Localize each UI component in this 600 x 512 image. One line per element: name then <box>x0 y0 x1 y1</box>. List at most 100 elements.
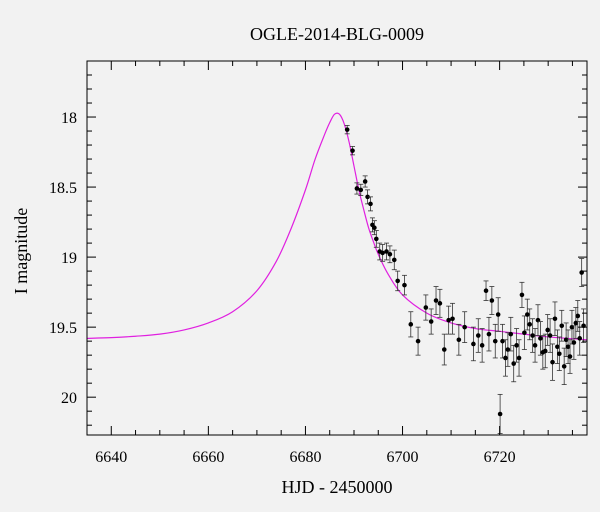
data-point <box>384 242 390 261</box>
data-point <box>344 125 350 135</box>
data-point <box>559 309 565 342</box>
data-point-marker <box>503 355 508 361</box>
plot-frame <box>86 60 588 436</box>
data-point <box>527 308 533 341</box>
data-point-marker <box>538 336 543 341</box>
data-point <box>561 347 567 385</box>
y-tick-label: 18 <box>61 110 77 127</box>
data-point-marker <box>555 344 560 350</box>
data-point <box>542 333 548 369</box>
data-point-marker <box>441 347 447 352</box>
data-point-marker <box>456 337 462 343</box>
data-point <box>486 316 492 352</box>
data-point <box>483 280 489 301</box>
data-point-marker <box>384 249 389 254</box>
data-point-marker <box>508 331 514 337</box>
data-point-marker <box>415 338 421 344</box>
data-point <box>505 332 511 367</box>
data-point-marker <box>489 298 495 303</box>
data-point <box>401 274 407 296</box>
x-tick-label: 6680 <box>289 449 321 466</box>
data-point-marker <box>495 312 501 317</box>
data-point <box>530 318 536 353</box>
x-tick-label: 6700 <box>387 449 419 466</box>
data-point-marker <box>344 127 350 132</box>
data-point-marker <box>575 313 581 319</box>
data-point-marker <box>362 179 368 184</box>
y-tick-label: 20 <box>61 390 77 407</box>
data-point-marker <box>550 359 555 365</box>
data-point-marker <box>571 340 577 345</box>
data-point <box>516 339 522 377</box>
data-point <box>519 281 525 308</box>
data-point <box>373 230 379 248</box>
chart-title: OGLE-2014-BLG-0009 <box>250 24 424 44</box>
data-point <box>470 326 476 362</box>
data-point <box>563 322 569 357</box>
data-point-marker <box>567 354 573 359</box>
data-point <box>408 311 414 338</box>
data-point-marker <box>565 344 571 350</box>
data-point <box>423 294 429 321</box>
data-point <box>554 329 560 364</box>
data-point-marker <box>519 292 525 298</box>
y-tick-label: 19.5 <box>49 320 77 337</box>
data-point <box>446 305 452 335</box>
data-point <box>545 314 551 346</box>
data-point <box>391 249 397 271</box>
x-tick-label: 6640 <box>95 449 127 466</box>
data-point-marker <box>358 187 364 193</box>
data-point-marker <box>368 201 373 207</box>
data-point-marker <box>446 317 451 323</box>
data-point-marker <box>547 333 553 338</box>
data-point-marker <box>437 301 443 306</box>
data-point-marker <box>522 330 527 336</box>
data-point <box>358 183 364 196</box>
data-point <box>524 298 530 331</box>
data-point <box>489 286 495 315</box>
data-point-marker <box>545 327 550 333</box>
data-point-marker <box>428 319 434 324</box>
data-point <box>514 328 520 363</box>
data-point-marker <box>577 336 583 341</box>
data-point <box>479 328 485 363</box>
data-point <box>550 343 556 381</box>
data-point-marker <box>486 331 492 337</box>
data-point-marker <box>561 364 567 369</box>
data-point-marker <box>462 324 467 330</box>
data-point-marker <box>479 343 485 348</box>
data-point <box>535 304 541 336</box>
data-point-marker <box>557 351 562 357</box>
y-tick-label: 19 <box>61 250 77 267</box>
data-point <box>537 321 543 356</box>
data-point <box>521 315 527 350</box>
data-point <box>495 297 501 332</box>
data-point <box>567 339 573 374</box>
data-point-marker <box>492 338 498 344</box>
data-point <box>547 318 553 353</box>
data-point <box>462 311 468 343</box>
model-curve-line <box>87 112 587 341</box>
data-point <box>565 329 571 364</box>
data-point-marker <box>471 341 476 347</box>
data-point-marker <box>563 337 569 343</box>
axis-ticks-layer: 6640 6660 6680 6700 6720 18 18.5 19 19.5 20 <box>49 61 587 466</box>
data-point-marker <box>354 186 360 191</box>
data-point-marker <box>532 343 538 348</box>
data-point <box>437 288 443 318</box>
data-point <box>556 336 562 371</box>
y-tick-label: 18.5 <box>49 180 77 197</box>
data-point-marker <box>483 288 489 294</box>
data-point-marker <box>380 250 385 256</box>
data-point-marker <box>527 322 533 327</box>
data-point <box>428 308 434 335</box>
data-point-marker <box>372 225 377 230</box>
data-point <box>552 301 558 336</box>
data-point <box>500 323 506 359</box>
data-point <box>575 300 581 332</box>
data-point <box>450 302 456 335</box>
data-point <box>508 316 514 352</box>
data-point <box>475 318 481 353</box>
data-point-marker <box>524 312 530 317</box>
